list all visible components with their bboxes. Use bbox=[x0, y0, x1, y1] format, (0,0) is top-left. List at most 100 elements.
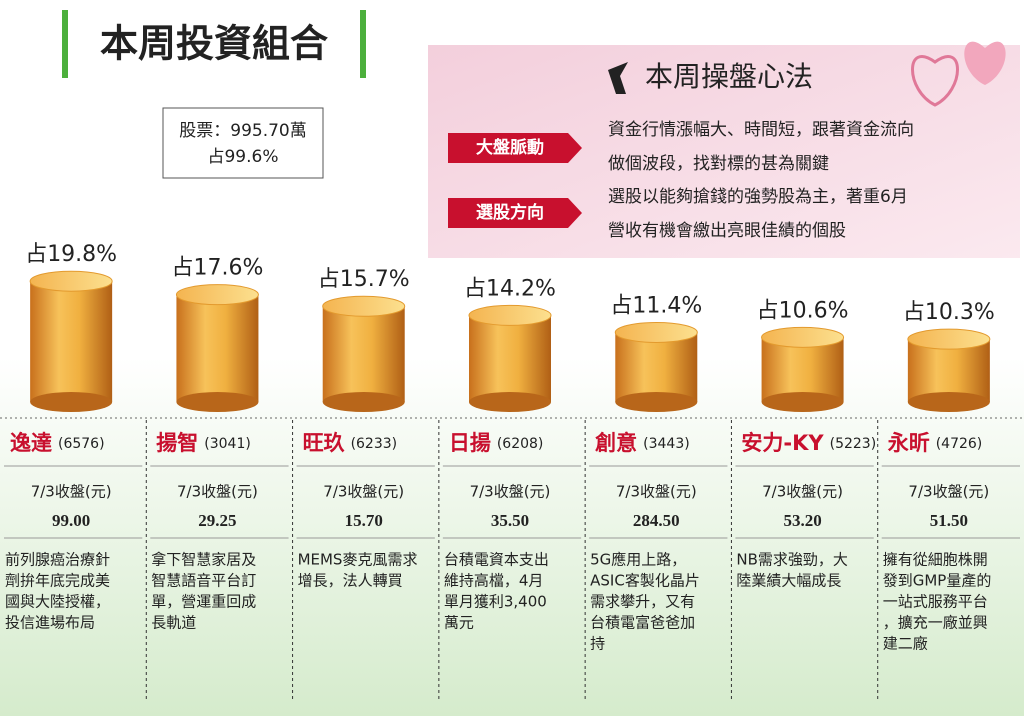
price: 53.20 bbox=[783, 511, 821, 530]
stock-name: 揚智 (3041) bbox=[156, 431, 251, 455]
price: 15.70 bbox=[345, 511, 383, 530]
note: ASIC客製化晶片 bbox=[590, 572, 700, 590]
summary-line: 股票：995.70萬 bbox=[179, 121, 306, 141]
stock-name: 逸達 (6576) bbox=[10, 431, 105, 455]
summary-box bbox=[162, 107, 324, 179]
stock-name: 創意 (3443) bbox=[595, 431, 690, 455]
strategy-text: 營收有機會繳出亮眼佳績的個股 bbox=[608, 221, 846, 241]
cylinder-top bbox=[468, 304, 552, 326]
price-header: 7/3收盤(元) bbox=[470, 483, 551, 501]
price: 284.50 bbox=[633, 511, 680, 530]
stock-code: (3443) bbox=[643, 436, 690, 452]
stock-name-text: 永昕 bbox=[887, 431, 930, 455]
value-label: 占11.4% bbox=[610, 293, 702, 318]
note: 台積電富爸爸加 bbox=[590, 614, 695, 632]
note: 擁有從細胞株開 bbox=[883, 551, 988, 569]
label-tag bbox=[448, 133, 582, 163]
note: 一站式服務平台 bbox=[883, 593, 988, 611]
strategy-icon bbox=[608, 62, 628, 94]
price-header: 7/3收盤(元) bbox=[616, 483, 697, 501]
note: 陸業績大幅成長 bbox=[736, 572, 841, 590]
cylinder bbox=[322, 306, 405, 402]
cylinder bbox=[30, 281, 113, 402]
note: ，擴充一廠並興 bbox=[883, 614, 988, 632]
note: 發到GMP量產的 bbox=[883, 572, 992, 590]
note: 建二廠 bbox=[883, 635, 928, 653]
note: 前列腺癌治療針 bbox=[5, 551, 110, 569]
stock-code: (5223) bbox=[830, 436, 877, 452]
heart-icon bbox=[964, 41, 1006, 85]
strategy-title: 本周操盤心法 bbox=[645, 60, 813, 93]
stock-name: 旺玖 (6233) bbox=[303, 431, 398, 455]
cylinder-bottom bbox=[30, 392, 113, 412]
note: 長軌道 bbox=[151, 614, 196, 632]
cylinder-bottom bbox=[176, 392, 259, 412]
stock-name-text: 揚智 bbox=[156, 431, 198, 455]
note: 智慧語音平台訂 bbox=[151, 572, 256, 590]
heart-icon bbox=[911, 55, 959, 107]
value-label: 占19.8% bbox=[25, 242, 117, 267]
price: 29.25 bbox=[198, 511, 236, 530]
title-bar bbox=[360, 10, 366, 78]
stock-name-text: 逸達 bbox=[10, 431, 52, 455]
note: 維持高檔，4月 bbox=[444, 572, 544, 590]
stock-code: (3041) bbox=[204, 436, 251, 452]
note: 劑拚年底完成美 bbox=[5, 572, 110, 590]
note: NB需求強勁，大 bbox=[736, 551, 848, 569]
cylinder-bottom bbox=[615, 392, 698, 412]
cylinder-top bbox=[761, 326, 845, 348]
cylinder-bottom bbox=[322, 392, 405, 412]
stock-name: 日揚 (6208) bbox=[449, 431, 544, 455]
value-label: 占10.6% bbox=[757, 298, 849, 323]
strategy-label: 選股方向 bbox=[476, 202, 544, 223]
stock-code: (6208) bbox=[497, 436, 544, 452]
stock-code: (4726) bbox=[936, 436, 983, 452]
price-header: 7/3收盤(元) bbox=[908, 483, 989, 501]
price: 99.00 bbox=[52, 511, 90, 530]
strategy-text: 選股以能夠搶錢的強勢股為主，著重6月 bbox=[608, 187, 908, 207]
price: 35.50 bbox=[491, 511, 529, 530]
cylinder-bottom bbox=[761, 392, 844, 412]
cylinder-top bbox=[175, 284, 259, 306]
cylinder-top bbox=[29, 270, 113, 292]
summary-line: 占99.6% bbox=[207, 147, 278, 167]
cylinder bbox=[176, 294, 259, 402]
stock-code: (6576) bbox=[58, 436, 105, 452]
note: 萬元 bbox=[444, 614, 474, 632]
price-header: 7/3收盤(元) bbox=[177, 483, 258, 501]
label-tag bbox=[448, 198, 582, 228]
cylinder-bottom bbox=[907, 392, 990, 412]
cylinder bbox=[469, 315, 551, 402]
stock-name-text: 安力-KY bbox=[741, 431, 824, 455]
value-label: 占15.7% bbox=[318, 267, 410, 292]
cylinder-top bbox=[614, 321, 698, 343]
stock-name-text: 創意 bbox=[595, 431, 637, 455]
strategy-text: 資金行情漲幅大、時間短，跟著資金流向 bbox=[608, 120, 914, 140]
note: MEMS麥克風需求 bbox=[298, 551, 418, 569]
cylinder bbox=[615, 332, 698, 402]
stock-name-text: 旺玖 bbox=[303, 431, 345, 455]
stock-name-text: 日揚 bbox=[449, 431, 491, 455]
note: 持 bbox=[590, 635, 605, 653]
note: 單，營運重回成 bbox=[151, 593, 256, 611]
cylinder-top bbox=[322, 295, 406, 317]
value-label: 占14.2% bbox=[464, 276, 556, 301]
note: 國與大陸授權， bbox=[5, 593, 110, 611]
value-label: 占10.3% bbox=[903, 300, 995, 325]
title: 本周投資組合 bbox=[100, 22, 328, 66]
note: 單月獲利3,400 bbox=[444, 593, 547, 611]
cylinder bbox=[761, 337, 844, 402]
note: 5G應用上路， bbox=[590, 551, 686, 569]
note: 投信進場布局 bbox=[5, 614, 95, 632]
note: 需求攀升，又有 bbox=[590, 593, 695, 611]
strategy-label: 大盤脈動 bbox=[476, 137, 544, 158]
price-header: 7/3收盤(元) bbox=[762, 483, 843, 501]
stock-name: 永昕 (4726) bbox=[887, 431, 983, 455]
note: 台積電資本支出 bbox=[444, 551, 549, 569]
cylinder-top bbox=[907, 328, 991, 350]
stock-code: (6233) bbox=[351, 436, 398, 452]
strategy-text: 做個波段，找對標的甚為關鍵 bbox=[608, 154, 829, 174]
title-bar bbox=[62, 10, 68, 78]
price-header: 7/3收盤(元) bbox=[323, 483, 404, 501]
